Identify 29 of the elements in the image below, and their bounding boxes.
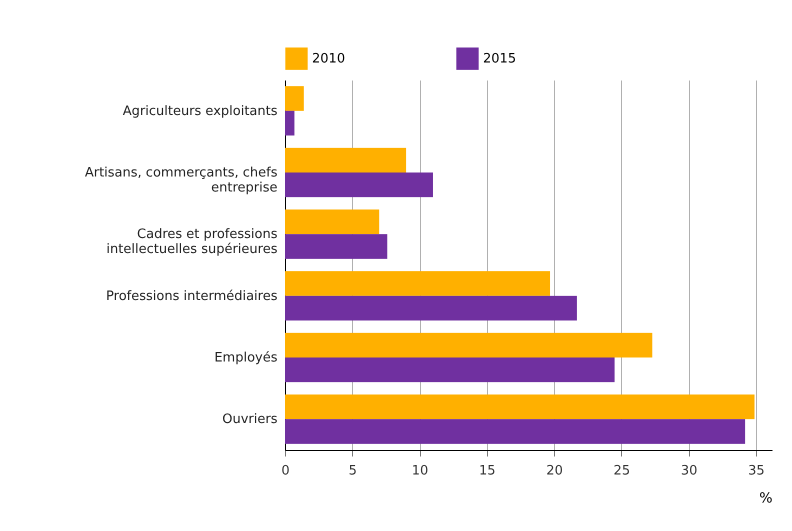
bar: [285, 148, 406, 172]
x-axis-title: %: [759, 490, 772, 506]
y-tick-label: Professions intermédiaires: [106, 288, 278, 304]
x-tick-label: 30: [680, 464, 698, 478]
bar: [285, 172, 433, 198]
bar: [285, 332, 652, 358]
x-tick-label: 15: [479, 464, 496, 478]
bar: [285, 110, 294, 136]
bar: [285, 234, 388, 259]
y-tick-label: Agriculteurs exploitants: [122, 104, 278, 119]
x-tick-label: 0: [281, 464, 290, 478]
y-tick-label: Artisans, commerçants, chefs entreprise: [84, 166, 278, 196]
x-tick-label: 10: [412, 464, 428, 478]
bar: [285, 358, 615, 382]
legend-label: 2015: [483, 52, 516, 67]
x-tick-label: 5: [348, 464, 357, 478]
bar: [285, 419, 746, 444]
x-tick-label: 25: [614, 464, 630, 478]
y-tick-label: Employés: [214, 350, 278, 366]
y-tick-label: Cadres et professions intellectuelles supérieures: [106, 227, 278, 258]
bar: [285, 210, 380, 234]
bar: [285, 86, 304, 111]
x-tick-label: 35: [748, 464, 765, 478]
x-tick-label: 20: [546, 464, 563, 478]
bar: [285, 394, 755, 420]
bar: [285, 271, 550, 296]
bar: [285, 296, 577, 320]
legend-label: 2010: [312, 52, 346, 67]
y-tick-label: Ouvriers: [222, 412, 278, 428]
